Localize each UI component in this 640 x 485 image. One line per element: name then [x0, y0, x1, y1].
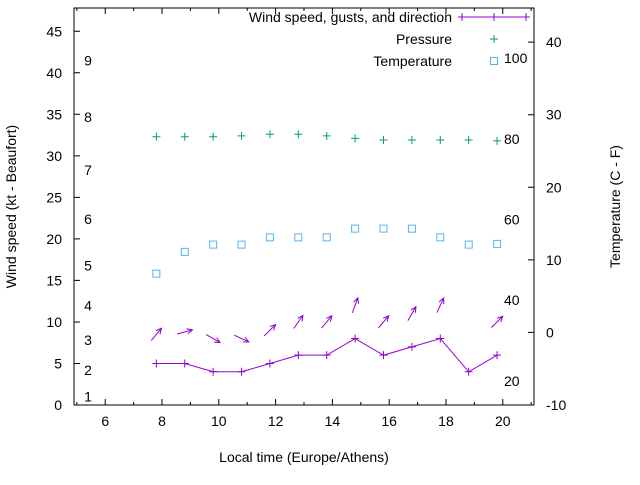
fahrenheit-scale-labels: 20 40 60 80 100 — [504, 50, 528, 389]
temperature-marker — [294, 233, 303, 242]
svg-text:45: 45 — [46, 23, 62, 39]
temperature-marker — [436, 233, 445, 242]
svg-text:20: 20 — [546, 179, 562, 195]
svg-text:40: 40 — [504, 292, 520, 308]
svg-text:5: 5 — [54, 355, 62, 371]
wind-speed-markers — [152, 334, 502, 376]
legend-item-temperature: Temperature — [373, 53, 498, 69]
legend-label: Wind speed, gusts, and direction — [249, 9, 452, 25]
gust-arrow — [150, 327, 163, 341]
svg-text:35: 35 — [46, 106, 62, 122]
svg-text:20: 20 — [504, 373, 520, 389]
gust-arrow — [351, 296, 359, 314]
svg-text:30: 30 — [46, 148, 62, 164]
gust-arrow — [436, 297, 445, 313]
svg-text:25: 25 — [46, 189, 62, 205]
temperature-marker — [379, 224, 388, 233]
gust-arrow — [321, 314, 333, 329]
svg-text:0: 0 — [54, 397, 62, 413]
svg-text:20: 20 — [495, 413, 511, 429]
legend-sample-plus — [490, 35, 498, 43]
temperature-marker — [464, 240, 473, 249]
legend-sample-line-plus — [458, 13, 530, 21]
svg-text:3: 3 — [84, 332, 92, 348]
gust-arrow — [205, 334, 222, 344]
svg-text:7: 7 — [84, 162, 92, 178]
temperature-marker — [493, 239, 502, 248]
temperature-marker — [152, 269, 161, 278]
temperature-marker — [407, 224, 416, 233]
svg-text:20: 20 — [46, 231, 62, 247]
svg-text:9: 9 — [84, 52, 92, 68]
legend-label: Pressure — [396, 31, 452, 47]
legend-item-wind: Wind speed, gusts, and direction — [249, 9, 530, 25]
temperature-marker — [209, 240, 218, 249]
svg-text:6: 6 — [84, 211, 92, 227]
svg-text:6: 6 — [101, 413, 109, 429]
svg-text:-10: -10 — [546, 397, 566, 413]
svg-text:40: 40 — [46, 65, 62, 81]
svg-text:1: 1 — [84, 389, 92, 405]
temperature-marker — [351, 224, 360, 233]
svg-text:10: 10 — [46, 314, 62, 330]
gust-arrow — [293, 314, 304, 329]
svg-text:8: 8 — [158, 413, 166, 429]
svg-text:0: 0 — [546, 324, 554, 340]
gust-arrow — [377, 314, 390, 329]
gust-arrow — [263, 323, 277, 337]
y-axis-left-tick-labels: 0 5 10 15 20 25 30 35 40 45 — [46, 23, 62, 413]
svg-text:5: 5 — [84, 257, 92, 273]
gust-arrow — [491, 315, 504, 328]
svg-text:14: 14 — [325, 413, 341, 429]
svg-text:2: 2 — [84, 362, 92, 378]
svg-text:18: 18 — [438, 413, 454, 429]
legend-label: Temperature — [373, 53, 452, 69]
svg-text:80: 80 — [504, 131, 520, 147]
series-temperature-markers — [152, 224, 502, 278]
svg-text:100: 100 — [504, 50, 528, 66]
svg-text:4: 4 — [84, 297, 92, 313]
svg-text:12: 12 — [268, 413, 284, 429]
plot-border — [73, 7, 535, 406]
legend: Wind speed, gusts, and direction Pressure… — [249, 9, 530, 69]
y-axis-right-tick-labels: -10 0 10 20 30 40 — [546, 34, 566, 413]
legend-item-pressure: Pressure — [396, 31, 498, 47]
series-pressure-markers — [152, 130, 502, 145]
svg-text:15: 15 — [46, 272, 62, 288]
temperature-marker — [237, 240, 246, 249]
x-axis-title: Local time (Europe/Athens) — [219, 449, 389, 465]
svg-text:16: 16 — [381, 413, 397, 429]
legend-sample-square — [490, 57, 498, 65]
svg-text:40: 40 — [546, 34, 562, 50]
temperature-marker — [180, 247, 189, 256]
gust-arrow — [234, 334, 250, 343]
svg-text:8: 8 — [84, 109, 92, 125]
wind-gust-direction-arrows — [150, 296, 504, 344]
y-axis-title-left: Wind speed (kt - Beaufort) — [3, 125, 19, 288]
x-axis-tick-labels: 6 8 10 12 14 16 18 20 — [101, 413, 510, 429]
svg-text:10: 10 — [211, 413, 227, 429]
gust-arrow — [407, 305, 417, 321]
axis-ticks — [74, 8, 534, 406]
y-axis-title-right: Temperature (C - F) — [607, 145, 623, 268]
svg-text:10: 10 — [546, 252, 562, 268]
temperature-marker — [322, 233, 331, 242]
series-wind-speed — [152, 334, 502, 376]
svg-text:30: 30 — [546, 107, 562, 123]
gust-arrow — [176, 328, 194, 335]
temperature-marker — [265, 233, 274, 242]
svg-text:60: 60 — [504, 211, 520, 227]
beaufort-scale-labels: 1 2 3 4 5 6 7 8 9 — [84, 52, 92, 404]
